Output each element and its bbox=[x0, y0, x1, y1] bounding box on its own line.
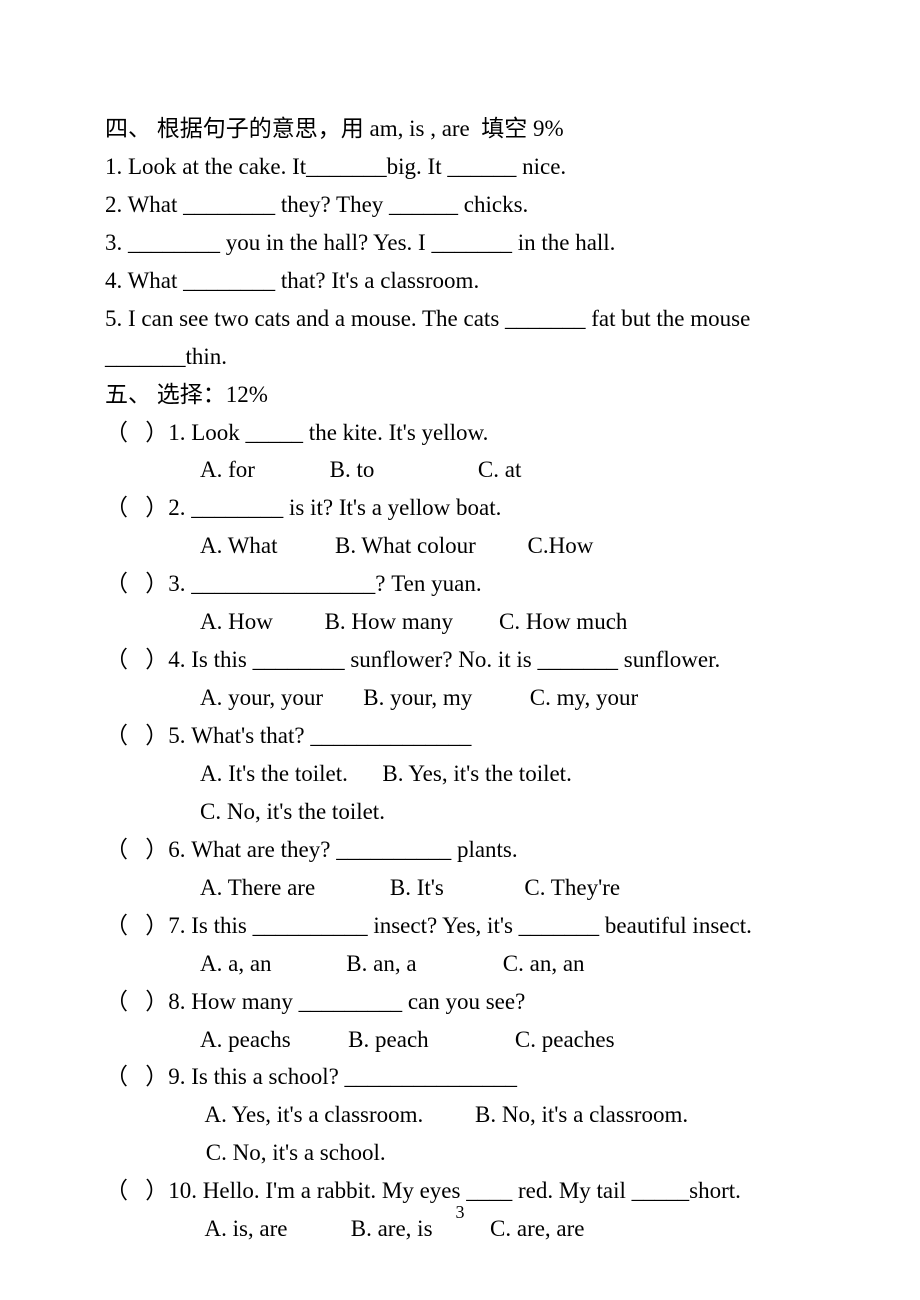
s5-q4: （ ）4. Is this ________ sunflower? No. it… bbox=[105, 641, 820, 679]
s5-q5: （ ）5. What's that? ______________ bbox=[105, 717, 820, 755]
s5-q2: （ ）2. ________ is it? It's a yellow boat… bbox=[105, 489, 820, 527]
s5-q1-options: A. for B. to C. at bbox=[105, 451, 820, 489]
s5-q7-options: A. a, an B. an, a C. an, an bbox=[105, 945, 820, 983]
s5-q8-options: A. peachs B. peach C. peaches bbox=[105, 1021, 820, 1059]
s5-q7: （ ）7. Is this __________ insect? Yes, it… bbox=[105, 907, 820, 945]
s5-q9-options-b: C. No, it's a school. bbox=[105, 1134, 820, 1172]
s4-q3: 3. ________ you in the hall? Yes. I ____… bbox=[105, 224, 820, 262]
s5-q2-options: A. What B. What colour C.How bbox=[105, 527, 820, 565]
s5-q9-options-a: A. Yes, it's a classroom. B. No, it's a … bbox=[105, 1096, 820, 1134]
s4-q5-line1: 5. I can see two cats and a mouse. The c… bbox=[105, 300, 820, 338]
s4-q5-line2: _______thin. bbox=[105, 338, 820, 376]
s5-q8: （ ）8. How many _________ can you see? bbox=[105, 983, 820, 1021]
s5-q1: （ ）1. Look _____ the kite. It's yellow. bbox=[105, 414, 820, 452]
s5-q6: （ ）6. What are they? __________ plants. bbox=[105, 831, 820, 869]
s5-q3-options: A. How B. How many C. How much bbox=[105, 603, 820, 641]
page-number: 3 bbox=[0, 1202, 920, 1223]
s4-q1: 1. Look at the cake. It_______big. It __… bbox=[105, 148, 820, 186]
s5-q5-options-b: C. No, it's the toilet. bbox=[105, 793, 820, 831]
worksheet-page: 四、 根据句子的意思，用 am, is , are 填空 9% 1. Look … bbox=[0, 0, 920, 1248]
s5-q3: （ ）3. ________________? Ten yuan. bbox=[105, 565, 820, 603]
s5-q5-options-a: A. It's the toilet. B. Yes, it's the toi… bbox=[105, 755, 820, 793]
s5-q4-options: A. your, your B. your, my C. my, your bbox=[105, 679, 820, 717]
s5-q6-options: A. There are B. It's C. They're bbox=[105, 869, 820, 907]
s4-q2: 2. What ________ they? They ______ chick… bbox=[105, 186, 820, 224]
s4-q4: 4. What ________ that? It's a classroom. bbox=[105, 262, 820, 300]
s5-q9: （ ）9. Is this a school? _______________ bbox=[105, 1058, 820, 1096]
section-4-heading: 四、 根据句子的意思，用 am, is , are 填空 9% bbox=[105, 110, 820, 148]
section-5-heading: 五、 选择：12% bbox=[105, 376, 820, 414]
